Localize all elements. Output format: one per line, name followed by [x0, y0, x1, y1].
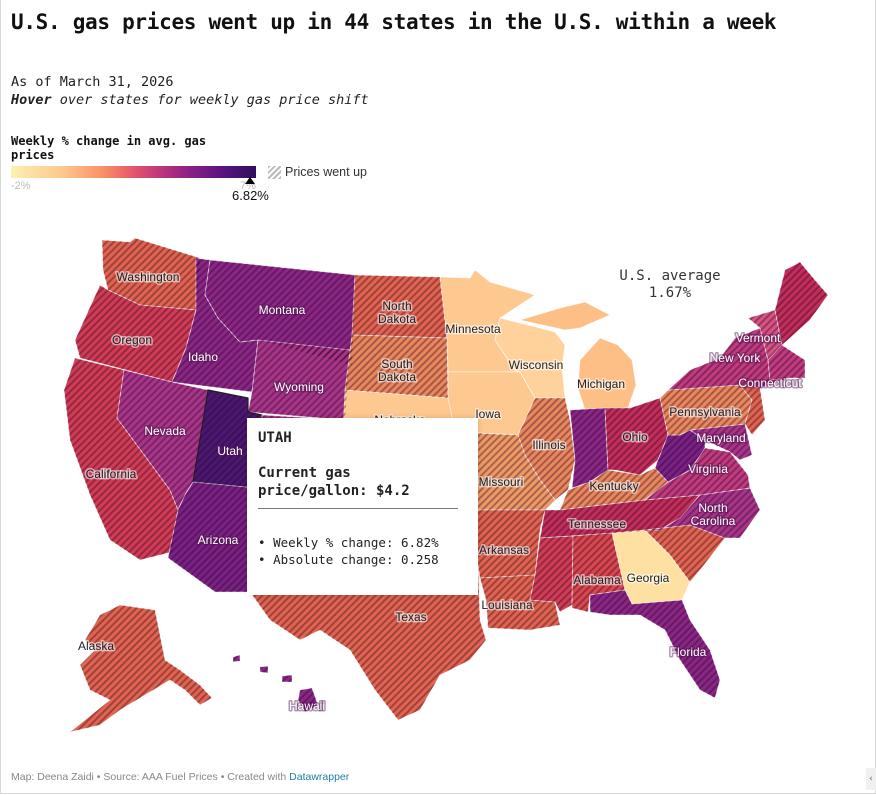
state-label: Dakota — [378, 370, 416, 384]
us-average-annotation: U.S. average 1.67% — [600, 268, 740, 302]
state-label: Alaska — [78, 639, 114, 653]
state-label: Virginia — [688, 462, 728, 476]
state-label: Pennsylvania — [669, 405, 741, 419]
legend-color-scale — [11, 166, 256, 178]
datawrapper-link[interactable]: Datawrapper — [289, 771, 350, 783]
state-label: Missouri — [479, 475, 524, 489]
state-label: Carolina — [691, 514, 736, 528]
date-line: As of March 31, 2026 — [11, 74, 174, 90]
chart-title: U.S. gas prices went up in 44 states in … — [11, 10, 777, 34]
state-label: Connecticut — [738, 376, 802, 390]
tooltip-divider — [258, 508, 458, 509]
embed-handle-icon[interactable]: ‹ — [866, 768, 876, 790]
state-label: Alabama — [573, 573, 621, 587]
tooltip-absolute-change: Absolute change: 0.258 — [258, 551, 439, 568]
hover-hint-rest: over states for weekly gas price shift — [51, 92, 369, 108]
tooltip-current-price: Current gas price/gallon: $4.2 — [258, 465, 410, 499]
state-label: Nevada — [144, 424, 186, 438]
us-average-value: 1.67% — [648, 285, 692, 301]
tooltip-state-name: UTAH — [258, 430, 292, 446]
hover-hint: Hover over states for weekly gas price s… — [11, 91, 369, 109]
state-labels: Washington Oregon California Idaho Nevada Mon… — [76, 269, 803, 715]
state-label: Arkansas — [479, 543, 529, 557]
state-michigan[interactable] — [518, 301, 637, 411]
state-label: Georgia — [627, 571, 670, 585]
state-label: Ohio — [622, 430, 648, 444]
us-average-label: U.S. average — [619, 268, 721, 284]
state-label: California — [86, 467, 137, 481]
state-label: Utah — [217, 444, 242, 458]
state-label: Texas — [395, 610, 426, 624]
state-label: Iowa — [475, 407, 501, 421]
state-label: Vermont — [736, 331, 781, 345]
state-label: Wyoming — [274, 380, 324, 394]
state-label: Wisconsin — [509, 358, 564, 372]
state-label: Michigan — [577, 377, 625, 391]
state-label: Washington — [117, 270, 180, 284]
legend-marker-triangle-icon — [245, 177, 255, 184]
state-label: Louisiana — [481, 598, 533, 612]
state-label: North — [698, 501, 727, 515]
state-label: Idaho — [188, 350, 218, 364]
state-label: New York — [710, 351, 762, 365]
state-label: Hawaii — [289, 699, 325, 713]
state-label: South — [381, 357, 412, 371]
state-label: Arizona — [198, 533, 239, 547]
footer-credits: Map: Deena Zaidi • Source: AAA Fuel Pric… — [11, 771, 349, 783]
state-label: Dakota — [378, 312, 416, 326]
state-label: Kentucky — [589, 479, 638, 493]
state-label: Oregon — [112, 333, 152, 347]
hover-hint-bold: Hover — [11, 92, 52, 108]
tooltip-details: Weekly % change: 6.82% Absolute change: … — [258, 534, 439, 568]
state-label: Montana — [259, 303, 306, 317]
hatch-legend-label: Prices went up — [285, 165, 367, 179]
state-tooltip: UTAH Current gas price/gallon: $4.2 Week… — [247, 418, 478, 595]
hatch-pattern-icon — [268, 166, 281, 179]
state-label: Maryland — [696, 431, 745, 445]
legend-min-label: -2% — [11, 180, 31, 192]
legend-marker-value: 6.82% — [232, 188, 269, 203]
legend-title: Weekly % change in avg. gas prices — [11, 134, 207, 162]
state-label: North — [382, 299, 411, 313]
footer-text: Map: Deena Zaidi • Source: AAA Fuel Pric… — [11, 771, 290, 783]
state-label: Minnesota — [445, 322, 501, 336]
state-label: Tennessee — [568, 517, 626, 531]
state-label: Florida — [670, 645, 707, 659]
chart-subtitle: As of March 31, 2026 Hover over states f… — [11, 73, 369, 109]
tooltip-weekly-change: Weekly % change: 6.82% — [258, 534, 439, 551]
state-label: Illinois — [532, 438, 565, 452]
